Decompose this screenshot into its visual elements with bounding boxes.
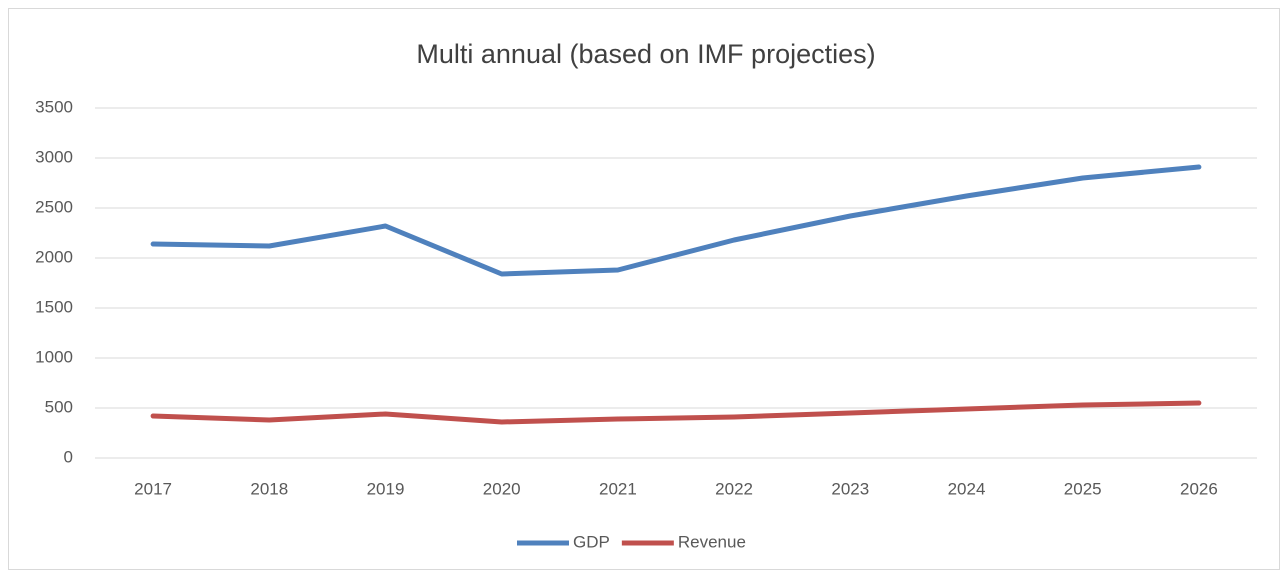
legend-label: Revenue bbox=[678, 532, 746, 551]
data-line bbox=[150, 164, 1202, 277]
x-tick-label: 2026 bbox=[1180, 479, 1218, 498]
chart-title: Multi annual (based on IMF projecties) bbox=[416, 39, 875, 69]
y-tick-label: 1000 bbox=[35, 347, 73, 366]
y-tick-label: 2500 bbox=[35, 197, 73, 216]
y-tick-label: 1500 bbox=[35, 297, 73, 316]
data-line bbox=[150, 400, 1202, 425]
x-tick-label: 2022 bbox=[715, 479, 753, 498]
x-tick-label: 2025 bbox=[1064, 479, 1102, 498]
x-tick-label: 2020 bbox=[483, 479, 521, 498]
legend-label: GDP bbox=[573, 532, 610, 551]
y-tick-label: 500 bbox=[45, 397, 73, 416]
x-tick-label: 2024 bbox=[948, 479, 986, 498]
x-tick-label: 2023 bbox=[831, 479, 869, 498]
y-tick-label: 2000 bbox=[35, 247, 73, 266]
y-tick-label: 0 bbox=[64, 447, 73, 466]
y-tick-label: 3000 bbox=[35, 147, 73, 166]
x-tick-label: 2021 bbox=[599, 479, 637, 498]
x-tick-label: 2017 bbox=[134, 479, 172, 498]
x-tick-label: 2019 bbox=[367, 479, 405, 498]
y-tick-label: 3500 bbox=[35, 97, 73, 116]
x-tick-label: 2018 bbox=[250, 479, 288, 498]
chart-border bbox=[8, 8, 1280, 570]
